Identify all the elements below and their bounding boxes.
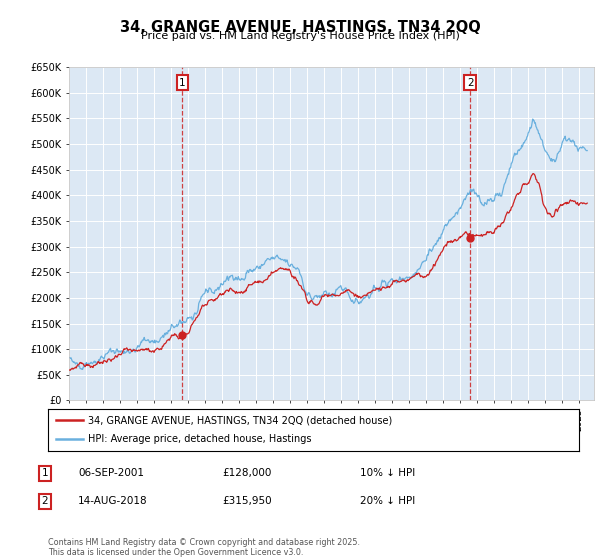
Text: 10% ↓ HPI: 10% ↓ HPI <box>360 468 415 478</box>
Text: 20% ↓ HPI: 20% ↓ HPI <box>360 496 415 506</box>
Text: HPI: Average price, detached house, Hastings: HPI: Average price, detached house, Hast… <box>88 435 311 445</box>
Text: 2: 2 <box>467 78 473 87</box>
Text: £128,000: £128,000 <box>222 468 271 478</box>
Text: Price paid vs. HM Land Registry's House Price Index (HPI): Price paid vs. HM Land Registry's House … <box>140 31 460 41</box>
Text: 1: 1 <box>179 78 186 87</box>
Text: 34, GRANGE AVENUE, HASTINGS, TN34 2QQ: 34, GRANGE AVENUE, HASTINGS, TN34 2QQ <box>119 20 481 35</box>
Text: 2: 2 <box>41 496 49 506</box>
Text: £315,950: £315,950 <box>222 496 272 506</box>
Text: 06-SEP-2001: 06-SEP-2001 <box>78 468 144 478</box>
Text: 34, GRANGE AVENUE, HASTINGS, TN34 2QQ (detached house): 34, GRANGE AVENUE, HASTINGS, TN34 2QQ (d… <box>88 415 392 425</box>
Text: 1: 1 <box>41 468 49 478</box>
Text: Contains HM Land Registry data © Crown copyright and database right 2025.
This d: Contains HM Land Registry data © Crown c… <box>48 538 360 557</box>
Text: 14-AUG-2018: 14-AUG-2018 <box>78 496 148 506</box>
